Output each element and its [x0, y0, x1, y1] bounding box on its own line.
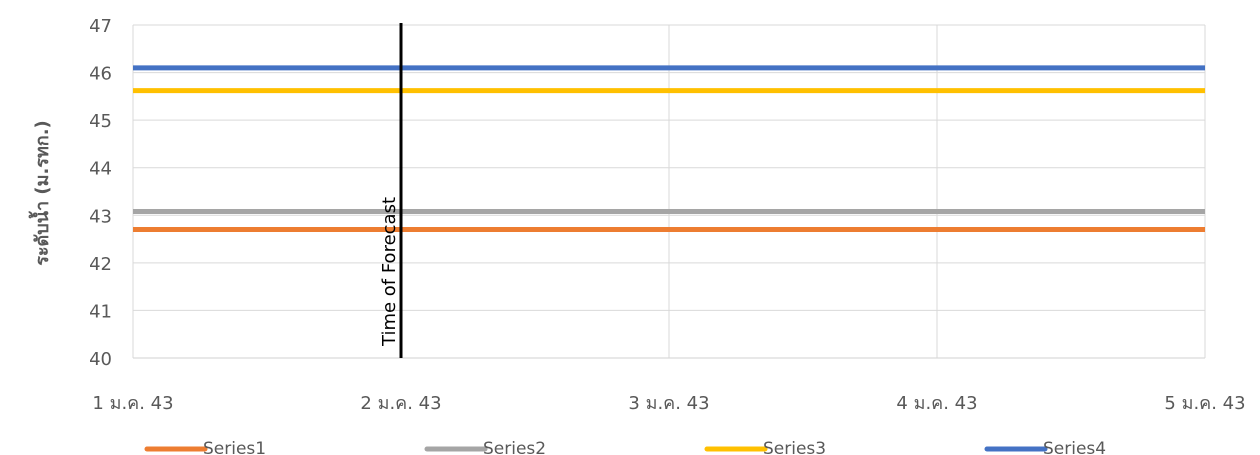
y-tick-label: 45	[89, 111, 112, 132]
y-axis-ticks: 40 41 42 43 44 45 46 47	[89, 16, 112, 370]
y-tick-label: 47	[89, 16, 112, 37]
series-lines	[133, 65, 1205, 233]
x-tick-label: 2 ม.ค. 43	[360, 393, 441, 414]
legend-label-4: Series4	[1043, 439, 1106, 455]
forecast-marker: Time of Forecast	[379, 23, 403, 358]
x-tick-label: 1 ม.ค. 43	[92, 393, 173, 414]
legend-label-2: Series2	[483, 439, 546, 455]
y-tick-label: 46	[89, 64, 112, 85]
y-axis-label: ระดับน้ำ (ม.รทก.)	[28, 120, 53, 266]
legend-label-3: Series3	[763, 439, 826, 455]
x-tick-label: 4 ม.ค. 43	[896, 393, 977, 414]
y-tick-label: 43	[89, 206, 112, 227]
y-tick-label: 44	[89, 159, 112, 180]
y-tick-label: 41	[89, 301, 112, 322]
y-tick-label: 40	[89, 349, 112, 370]
x-axis-ticks: 1 ม.ค. 43 2 ม.ค. 43 3 ม.ค. 43 4 ม.ค. 43 5 ม.…	[92, 393, 1245, 414]
legend-label-1: Series1	[203, 439, 266, 455]
forecast-label: Time of Forecast	[379, 197, 400, 347]
legend: Series1 Series2 Series3 Series4	[144, 439, 1106, 455]
gridlines	[132, 24, 1206, 359]
y-tick-label: 42	[89, 254, 112, 275]
x-tick-label: 5 ม.ค. 43	[1164, 393, 1245, 414]
x-tick-label: 3 ม.ค. 43	[628, 393, 709, 414]
